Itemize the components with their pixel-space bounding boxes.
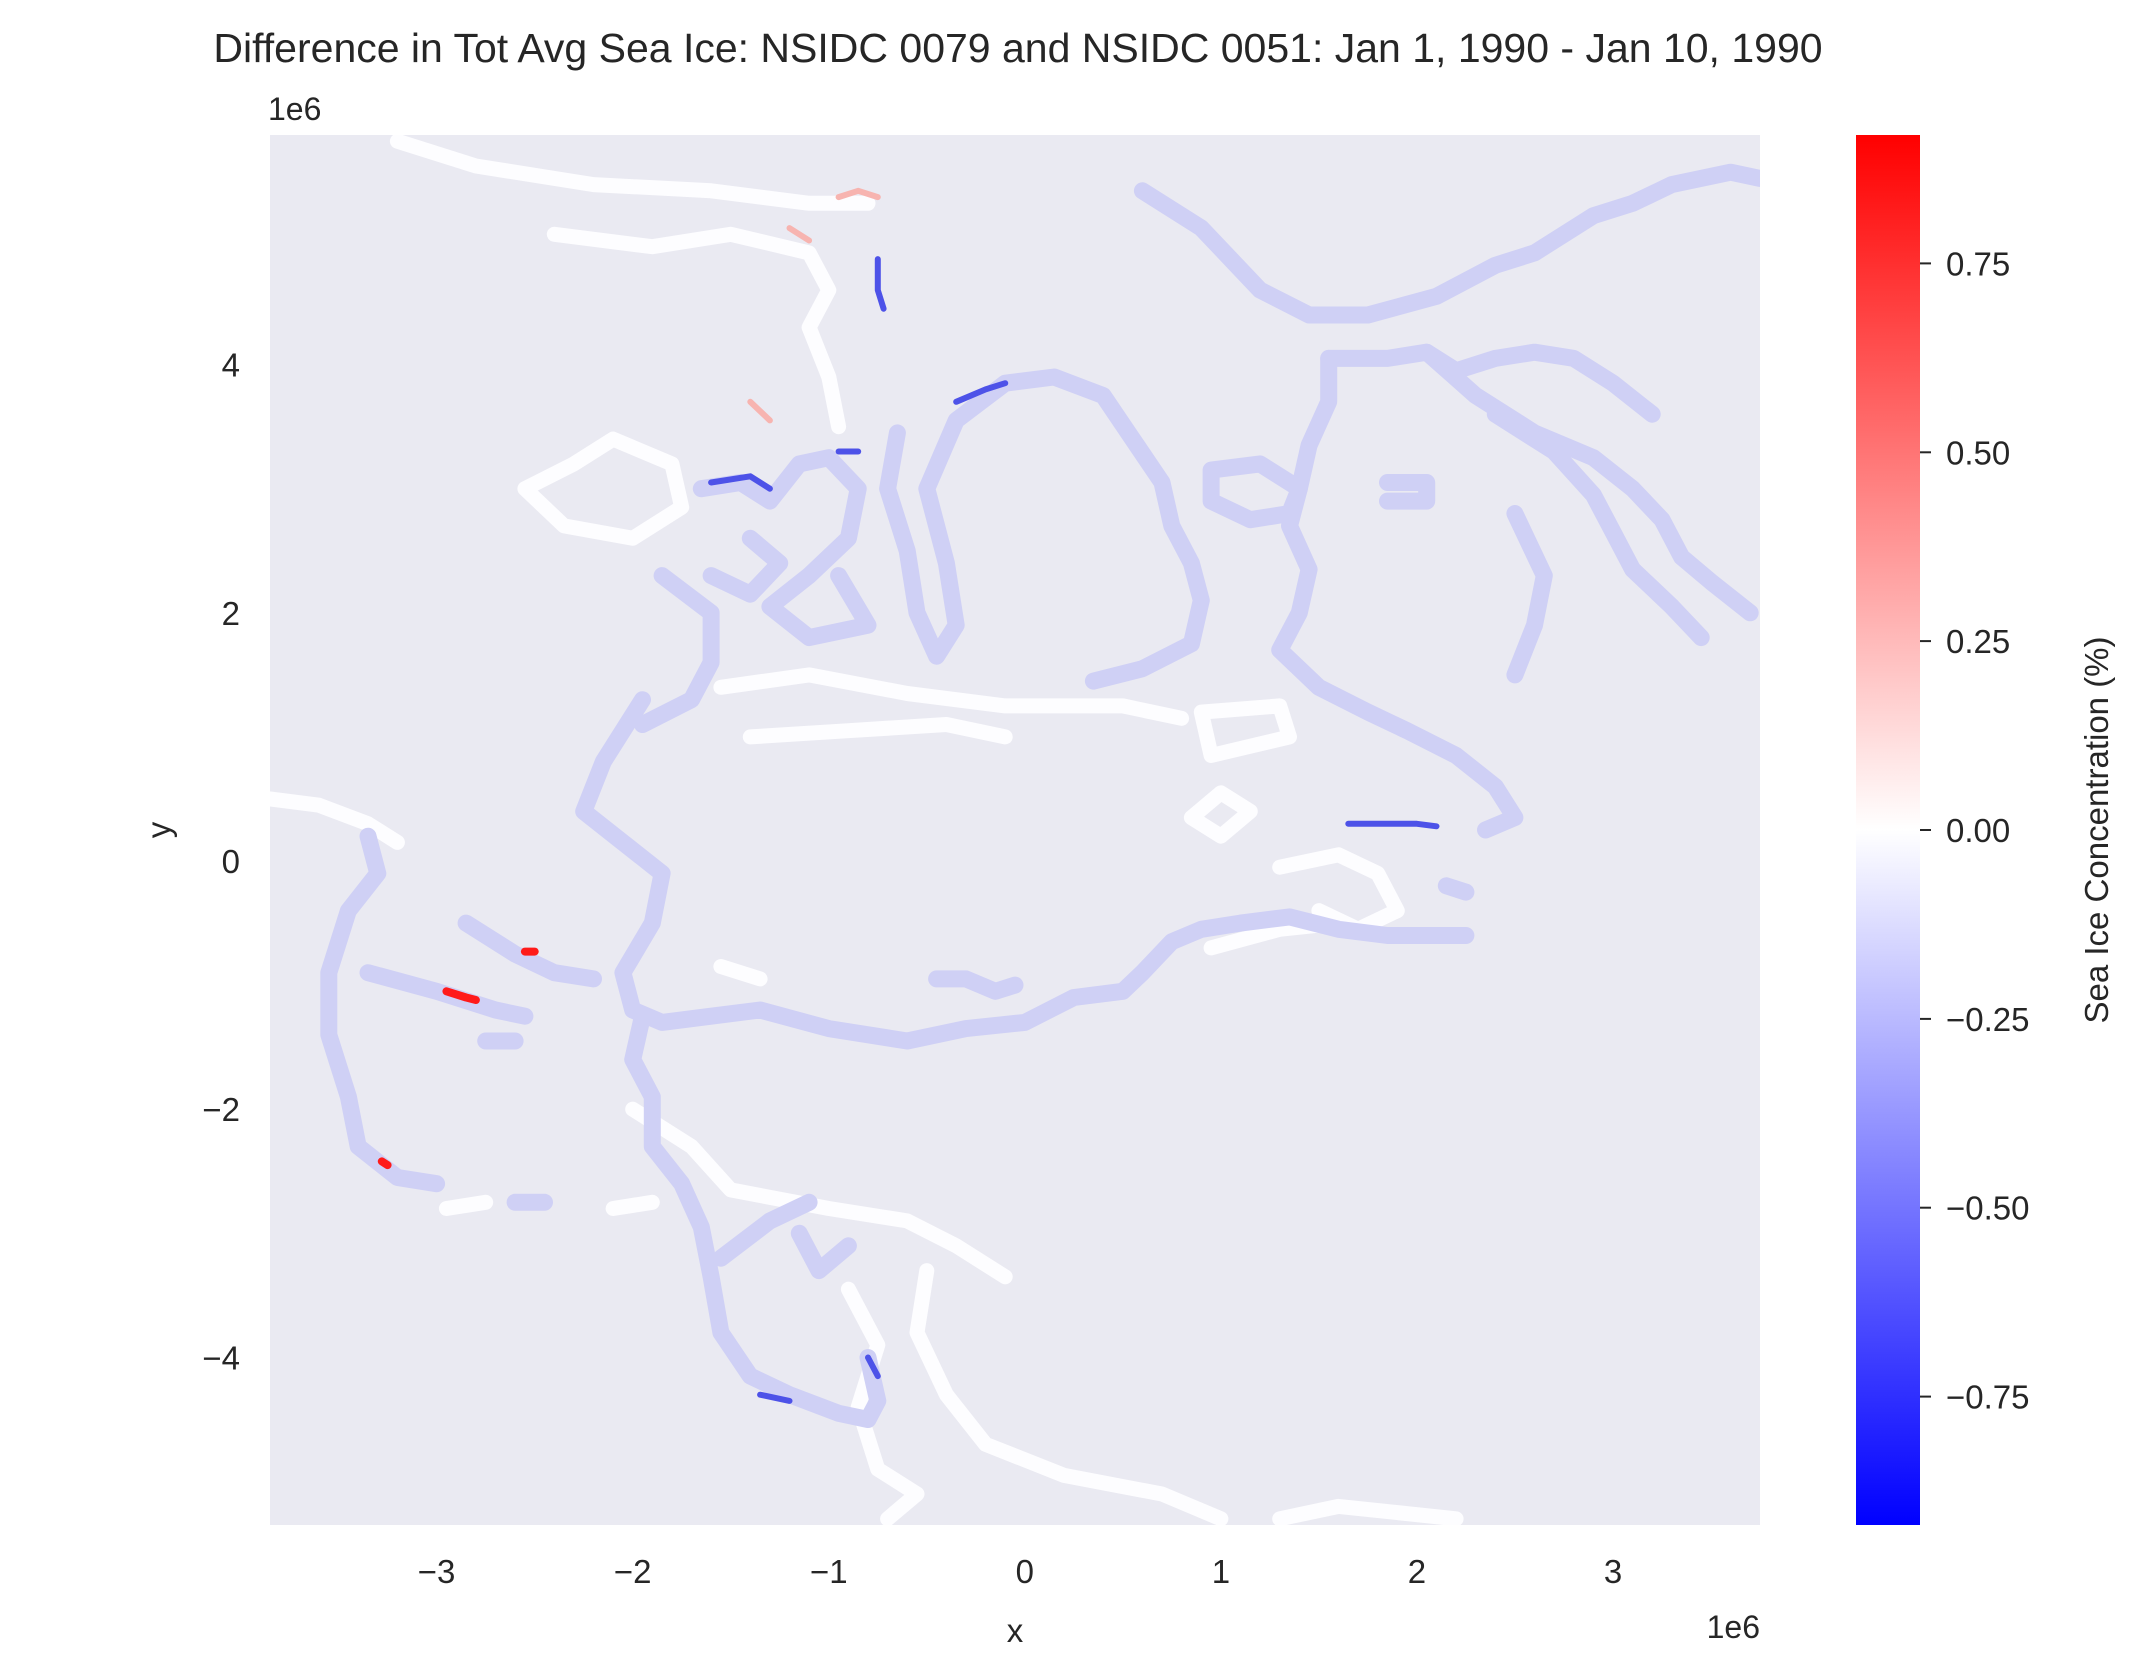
x-tick-labels: −3 −2 −1 0 1 2 3 xyxy=(418,1553,1622,1590)
zero-ice-band xyxy=(438,1194,494,1216)
zero-ice-band xyxy=(840,1281,925,1525)
negative-ice-band xyxy=(1320,343,1661,423)
y-tick-label: −4 xyxy=(202,1340,240,1377)
x-axis-label: x xyxy=(1007,1612,1024,1649)
colorbar-tick-label: −0.50 xyxy=(1946,1190,2030,1227)
negative-ice-band xyxy=(712,1193,818,1267)
x-tick-label: 3 xyxy=(1604,1553,1622,1590)
negative-ice-band xyxy=(457,914,602,988)
negative-ice-band xyxy=(1506,505,1553,684)
zero-ice-band xyxy=(270,791,405,850)
x-tick-label: −3 xyxy=(418,1553,456,1590)
strong-negative-ice-band xyxy=(874,256,887,312)
colorbar-tick-label: −0.25 xyxy=(1946,1001,2030,1038)
x-tick-label: −1 xyxy=(810,1553,848,1590)
negative-ice-band xyxy=(1437,877,1475,901)
colorbar-ticks: 0.75 0.50 0.25 0.00 −0.25 −0.50 −0.75 xyxy=(1920,245,2030,1416)
y-tick-label: 0 xyxy=(222,843,240,880)
plot-area xyxy=(270,135,1760,1525)
strong-negative-ice-band xyxy=(953,380,1009,405)
negative-ice-band xyxy=(624,1007,887,1428)
strong-positive-ice-patch xyxy=(377,1157,392,1170)
zero-ice-band xyxy=(625,1101,1013,1285)
negative-ice-band xyxy=(692,449,877,647)
y-tick-label: −2 xyxy=(202,1091,240,1128)
colorbar-tick-label: 0.75 xyxy=(1946,245,2010,282)
positive-ice-band xyxy=(786,225,813,244)
negative-ice-band xyxy=(702,529,789,603)
negative-ice-band xyxy=(1486,405,1710,647)
positive-ice-band xyxy=(747,398,773,424)
negative-ice-band xyxy=(1271,349,1524,839)
colorbar-tick-label: −0.75 xyxy=(1946,1379,2030,1416)
negative-ice-band xyxy=(1379,474,1436,510)
strong-negative-ice-band xyxy=(708,473,773,492)
negative-ice-band xyxy=(928,970,1024,1000)
y-tick-labels: −4 −2 0 2 4 xyxy=(202,347,240,1377)
heatmap-features xyxy=(270,135,1760,1525)
negative-ice-band xyxy=(1133,163,1760,324)
x-tick-label: 0 xyxy=(1016,1553,1034,1590)
strong-negative-ice-band xyxy=(865,1354,881,1380)
x-tick-label: −2 xyxy=(614,1553,652,1590)
strong-negative-ice-band xyxy=(757,1391,793,1404)
zero-ice-band xyxy=(909,1263,1229,1525)
colorbar-tick-label: 0.00 xyxy=(1946,812,2010,849)
zero-ice-band xyxy=(742,717,1013,745)
colorbar-tick-label: 0.25 xyxy=(1946,623,2010,660)
zero-ice-band xyxy=(389,135,876,211)
negative-ice-band xyxy=(575,691,1475,1050)
y-offset-label: 1e6 xyxy=(268,91,321,127)
negative-ice-band xyxy=(790,1224,857,1280)
chart-title: Difference in Tot Avg Sea Ice: NSIDC 007… xyxy=(213,25,1822,71)
negative-ice-band xyxy=(879,368,1210,690)
zero-ice-band xyxy=(517,431,690,546)
y-axis-label: y xyxy=(140,821,177,838)
strong-negative-ice-band xyxy=(1345,820,1440,830)
zero-ice-band xyxy=(546,226,847,435)
zero-ice-band xyxy=(1272,1498,1464,1525)
zero-ice-band xyxy=(605,1194,660,1216)
x-tick-label: 1 xyxy=(1212,1553,1230,1590)
colorbar-label: Sea Ice Concentration (%) xyxy=(2078,636,2115,1023)
negative-ice-band xyxy=(1202,455,1308,529)
y-tick-label: 2 xyxy=(222,595,240,632)
y-tick-label: 4 xyxy=(222,347,240,384)
colorbar-tick-label: 0.50 xyxy=(1946,434,2010,471)
zero-ice-band xyxy=(713,667,1190,726)
zero-ice-band xyxy=(713,959,768,987)
x-offset-label: 1e6 xyxy=(1707,1609,1760,1645)
negative-ice-band xyxy=(634,567,720,733)
zero-ice-band xyxy=(1183,785,1258,844)
zero-ice-band xyxy=(1193,698,1297,763)
positive-ice-band xyxy=(835,187,881,201)
colorbar xyxy=(1856,135,1920,1525)
x-tick-label: 2 xyxy=(1408,1553,1426,1590)
strong-positive-ice-patch xyxy=(442,987,480,1004)
